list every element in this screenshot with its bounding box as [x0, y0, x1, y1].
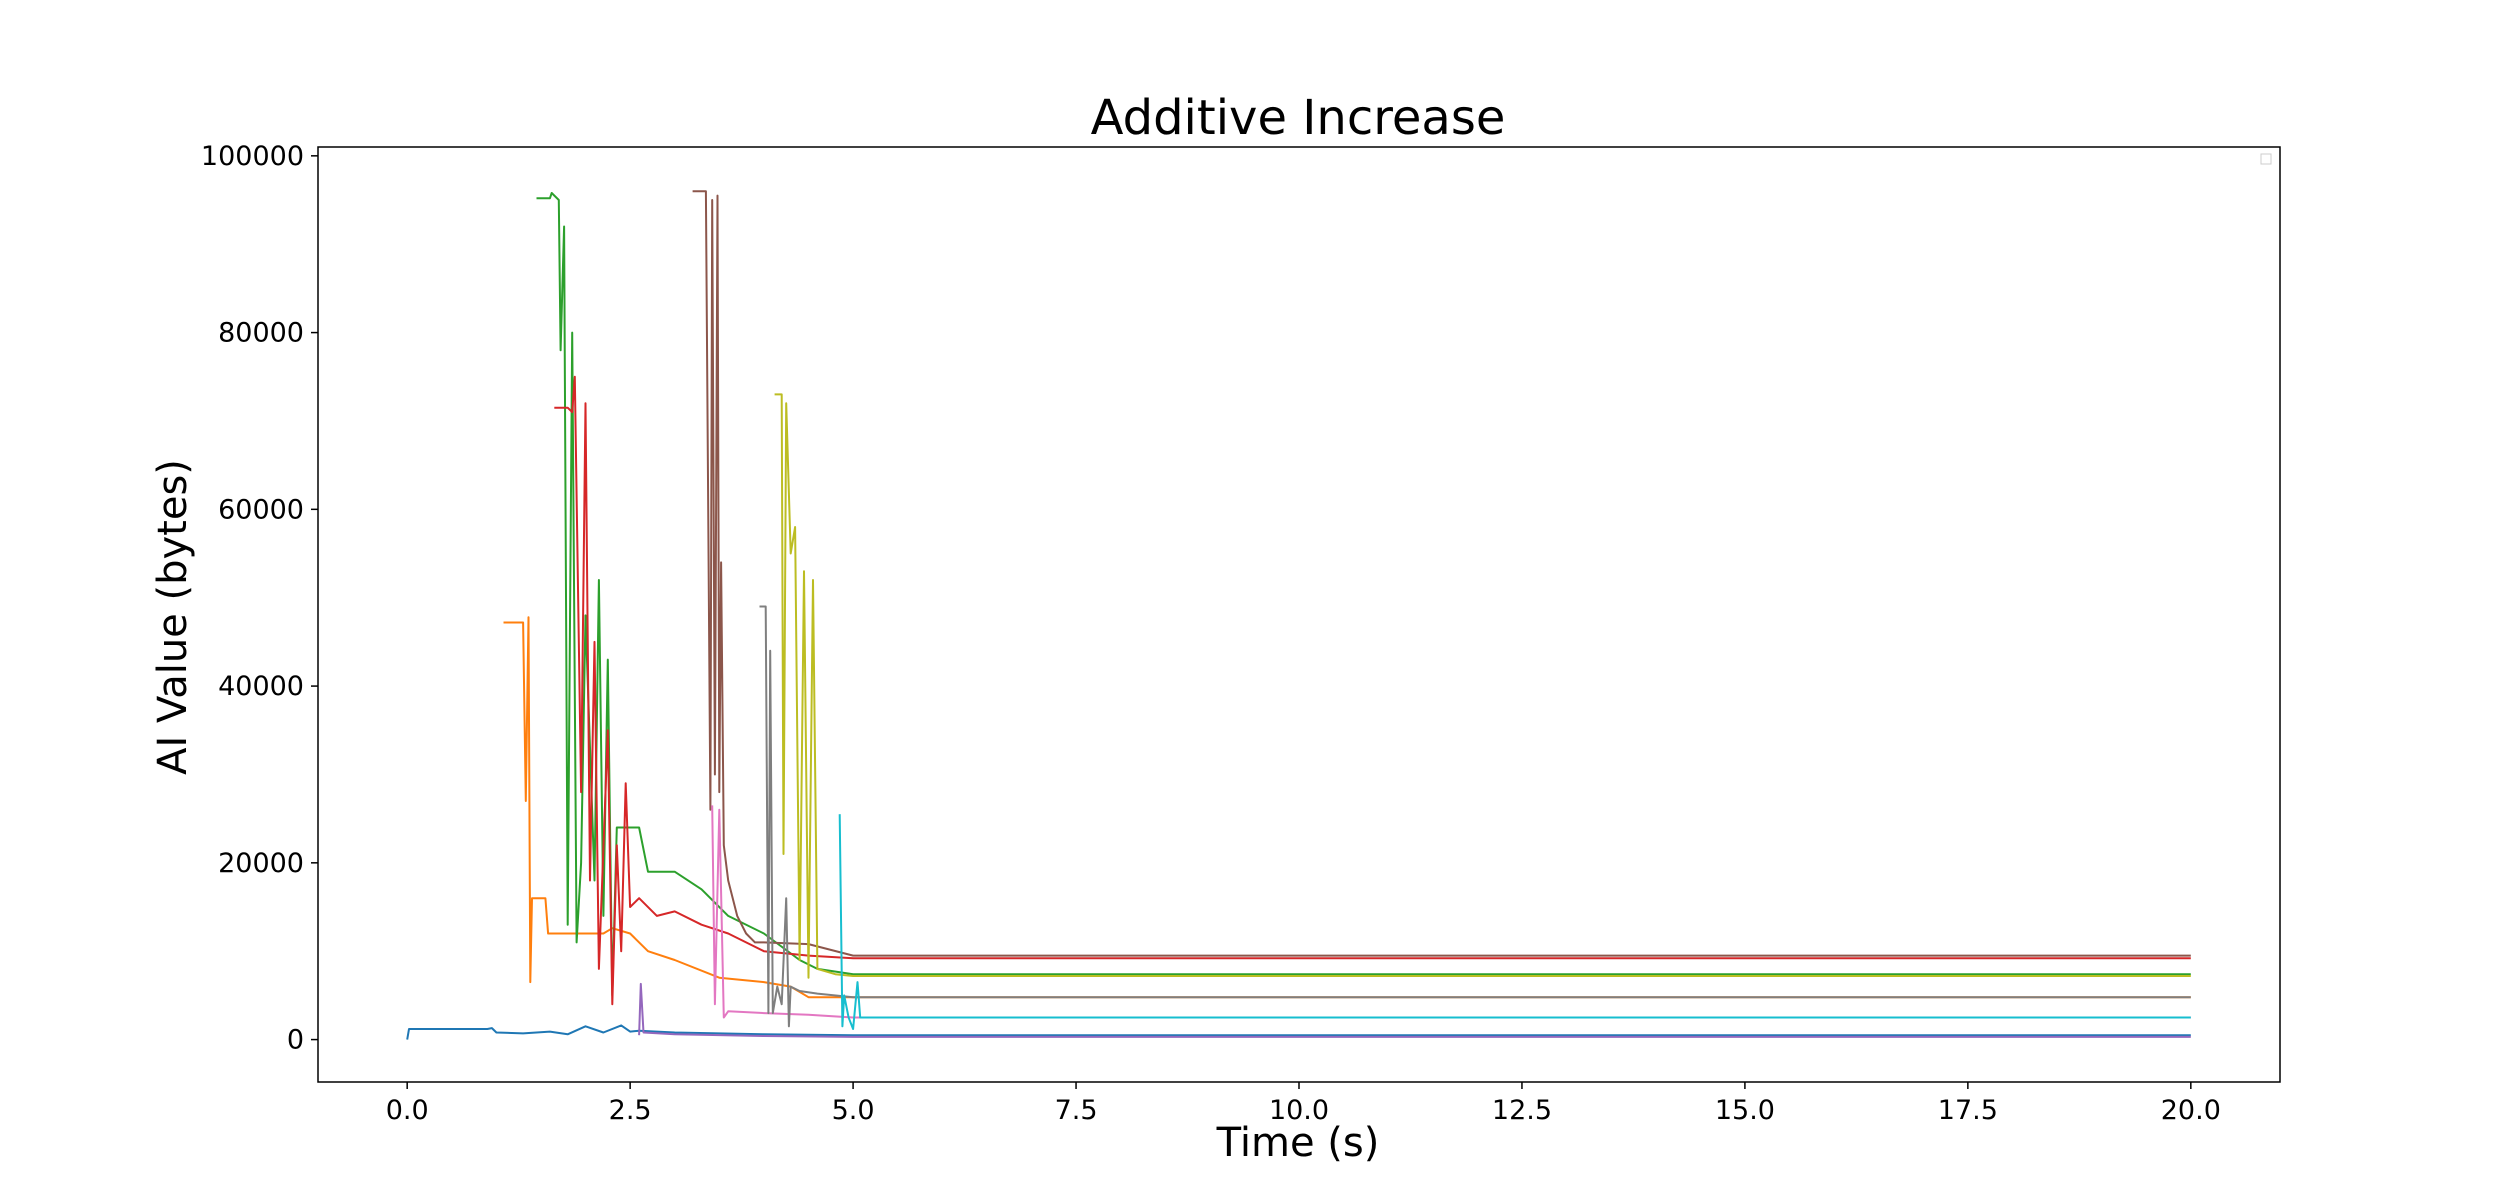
series-line-1 — [406, 1024, 2191, 1040]
x-tick-label: 17.5 — [1938, 1095, 1998, 1126]
series-line-7 — [711, 805, 2191, 1019]
x-tick-label: 20.0 — [2161, 1095, 2221, 1126]
y-tick-label: 100000 — [201, 141, 304, 172]
legend-box — [2260, 153, 2272, 165]
x-tick-label: 12.5 — [1492, 1095, 1552, 1126]
series-line-3 — [536, 192, 2191, 997]
plot-frame — [317, 146, 2281, 1083]
x-tick-label: 10.0 — [1269, 1095, 1329, 1126]
y-tick-label: 0 — [287, 1025, 304, 1056]
series-line-5 — [638, 982, 2191, 1038]
axis-ticks: 0.0 2.5 5.0 7.5 10.0 12.5 15.0 17.5 20.0 0 20000 40… — [201, 141, 2221, 1126]
y-axis-title: AI Value (bytes) — [150, 459, 196, 775]
x-axis-title: Time (s) — [1216, 1120, 1380, 1166]
y-tick-label: 60000 — [218, 494, 304, 525]
y-tick-label: 40000 — [218, 671, 304, 702]
x-tick-label: 2.5 — [609, 1095, 652, 1126]
plot-area — [406, 190, 2191, 1040]
series-line-2 — [503, 616, 2191, 999]
series-line-6 — [692, 190, 2191, 957]
x-tick-label: 7.5 — [1055, 1095, 1098, 1126]
x-tick-label: 5.0 — [832, 1095, 875, 1126]
series-line-8 — [759, 605, 2191, 1028]
x-tick-label: 0.0 — [386, 1095, 429, 1126]
series-line-10 — [838, 814, 2191, 1030]
x-tick-label: 15.0 — [1715, 1095, 1775, 1126]
y-tick-label: 80000 — [218, 318, 304, 349]
chart-title: Additive Increase — [1091, 90, 1506, 146]
y-tick-label: 20000 — [218, 848, 304, 879]
series-line-4 — [554, 375, 2191, 1006]
series-line-9 — [774, 393, 2191, 979]
